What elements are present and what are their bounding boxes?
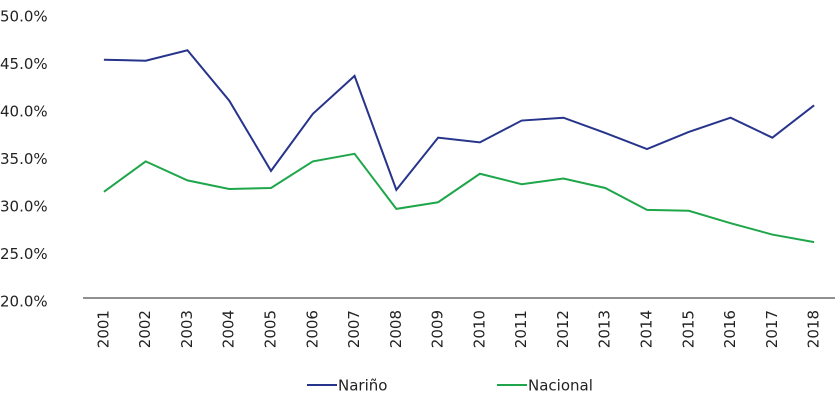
x-tick-label: 2002 <box>136 310 154 348</box>
x-tick-label: 2008 <box>387 310 405 348</box>
y-tick-label: 35.0% <box>0 150 48 168</box>
x-tick-label: 2017 <box>763 310 781 348</box>
y-tick-label: 40.0% <box>0 103 48 121</box>
x-tick-label: 2014 <box>638 310 656 348</box>
legend-label: Nacional <box>528 377 593 395</box>
x-tick-label: 2004 <box>220 310 238 348</box>
x-tick-label: 2016 <box>721 310 739 348</box>
x-tick-label: 2011 <box>512 310 530 348</box>
x-tick-label: 2003 <box>178 310 196 348</box>
y-tick-label: 45.0% <box>0 55 48 73</box>
series-line <box>103 152 815 244</box>
legend-label: Nariño <box>338 377 387 395</box>
series-line <box>103 49 815 192</box>
x-tick-label: 2007 <box>345 310 363 348</box>
x-tick-label: 2005 <box>262 310 280 348</box>
y-tick-label: 30.0% <box>0 198 48 216</box>
x-tick-label: 2018 <box>805 310 823 348</box>
x-tick-label: 2012 <box>554 310 572 348</box>
x-tick-label: 2009 <box>429 310 447 348</box>
x-tick-label: 2010 <box>470 310 488 348</box>
x-tick-label: 2006 <box>303 310 321 348</box>
y-tick-label: 20.0% <box>0 293 48 311</box>
y-tick-label: 25.0% <box>0 245 48 263</box>
x-tick-label: 2015 <box>679 310 697 348</box>
y-tick-label: 50.0% <box>0 8 48 26</box>
x-tick-label: 2001 <box>94 310 112 348</box>
x-tick-label: 2013 <box>596 310 614 348</box>
